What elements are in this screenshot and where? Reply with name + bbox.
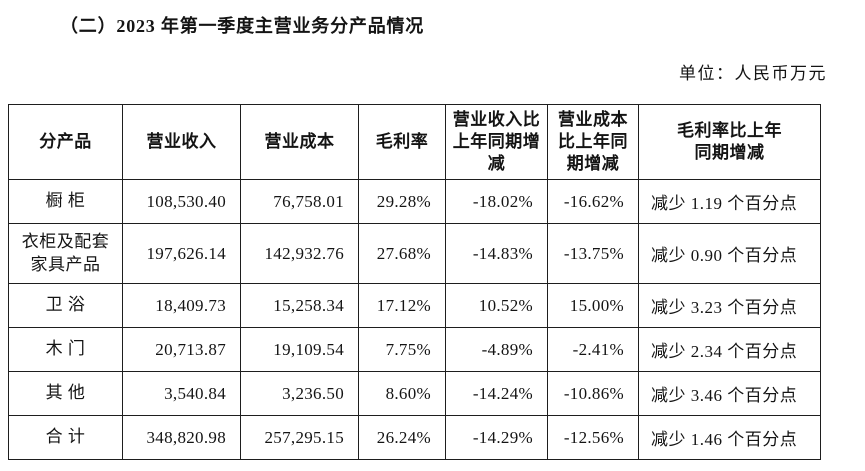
cell-cost-yoy: -16.62%: [547, 179, 639, 224]
unit-label: 单位：人民币万元: [679, 64, 827, 83]
section-title: （二）2023 年第一季度主营业务分产品情况: [60, 16, 425, 36]
cell-gross-margin: 7.75%: [358, 327, 446, 372]
cell-gross-margin: 27.68%: [358, 223, 446, 284]
cell-cost-yoy: 15.00%: [547, 283, 639, 328]
cell-product: 木 门: [8, 327, 123, 372]
cell-revenue-yoy: -14.29%: [445, 415, 548, 460]
cell-revenue-yoy: -18.02%: [445, 179, 548, 224]
table-row-cabinet: 橱 柜 108,530.40 76,758.01 29.28% -18.02% …: [8, 179, 821, 224]
col-header-cost: 营业成本: [240, 104, 359, 180]
cell-margin-yoy: 减少 1.19 个百分点: [638, 179, 821, 224]
col-header-gross-margin: 毛利率: [358, 104, 446, 180]
cell-revenue: 197,626.14: [122, 223, 241, 284]
cell-cost: 76,758.01: [240, 179, 359, 224]
col-header-revenue: 营业收入: [122, 104, 241, 180]
cell-margin-yoy: 减少 1.46 个百分点: [638, 415, 821, 460]
cell-cost-yoy: -13.75%: [547, 223, 639, 284]
cell-margin-yoy: 减少 2.34 个百分点: [638, 327, 821, 372]
cell-cost-yoy: -10.86%: [547, 371, 639, 416]
col-header-cost-yoy: 营业成本 比上年同 期增减: [547, 104, 639, 180]
cell-gross-margin: 8.60%: [358, 371, 446, 416]
cell-revenue-yoy: -4.89%: [445, 327, 548, 372]
table-row-wardrobe: 衣柜及配套 家具产品 197,626.14 142,932.76 27.68% …: [8, 223, 821, 284]
cell-revenue: 18,409.73: [122, 283, 241, 328]
cell-revenue: 348,820.98: [122, 415, 241, 460]
cell-product: 橱 柜: [8, 179, 123, 224]
cell-product: 合 计: [8, 415, 123, 460]
cell-revenue-yoy: -14.83%: [445, 223, 548, 284]
cell-margin-yoy: 减少 3.23 个百分点: [638, 283, 821, 328]
col-header-revenue-yoy: 营业收入比 上年同期增 减: [445, 104, 548, 180]
table-header-row: 分产品 营业收入 营业成本 毛利率 营业收入比 上年同期增 减 营业成本 比上年…: [8, 104, 821, 180]
cell-revenue: 108,530.40: [122, 179, 241, 224]
product-breakdown-table: 分产品 营业收入 营业成本 毛利率 营业收入比 上年同期增 减 营业成本 比上年…: [8, 104, 821, 460]
cell-cost: 19,109.54: [240, 327, 359, 372]
cell-revenue-yoy: -14.24%: [445, 371, 548, 416]
table-row-other: 其 他 3,540.84 3,236.50 8.60% -14.24% -10.…: [8, 371, 821, 416]
cell-margin-yoy: 减少 0.90 个百分点: [638, 223, 821, 284]
cell-gross-margin: 29.28%: [358, 179, 446, 224]
cell-gross-margin: 26.24%: [358, 415, 446, 460]
table-row-wooden-door: 木 门 20,713.87 19,109.54 7.75% -4.89% -2.…: [8, 327, 821, 372]
cell-product: 卫 浴: [8, 283, 123, 328]
table-row-total: 合 计 348,820.98 257,295.15 26.24% -14.29%…: [8, 415, 821, 460]
cell-cost: 142,932.76: [240, 223, 359, 284]
cell-margin-yoy: 减少 3.46 个百分点: [638, 371, 821, 416]
cell-cost: 15,258.34: [240, 283, 359, 328]
cell-cost: 3,236.50: [240, 371, 359, 416]
cell-gross-margin: 17.12%: [358, 283, 446, 328]
col-header-product: 分产品: [8, 104, 123, 180]
cell-product: 其 他: [8, 371, 123, 416]
cell-revenue: 20,713.87: [122, 327, 241, 372]
cell-revenue-yoy: 10.52%: [445, 283, 548, 328]
cell-revenue: 3,540.84: [122, 371, 241, 416]
col-header-margin-yoy: 毛利率比上年 同期增减: [638, 104, 821, 180]
table-row-bathroom: 卫 浴 18,409.73 15,258.34 17.12% 10.52% 15…: [8, 283, 821, 328]
cell-product: 衣柜及配套 家具产品: [8, 223, 123, 284]
cell-cost: 257,295.15: [240, 415, 359, 460]
cell-cost-yoy: -2.41%: [547, 327, 639, 372]
cell-cost-yoy: -12.56%: [547, 415, 639, 460]
